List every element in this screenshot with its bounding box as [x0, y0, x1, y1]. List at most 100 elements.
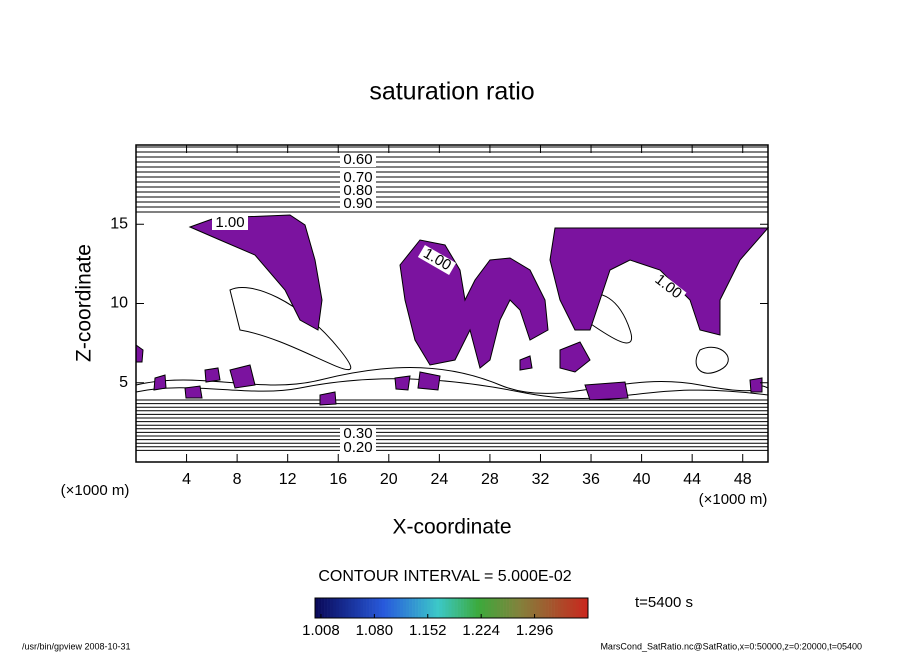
colorbar-cell	[387, 598, 392, 618]
colorbar-cell	[490, 598, 495, 618]
colorbar-cell	[545, 598, 549, 618]
colorbar-cell	[572, 598, 577, 618]
colorbar-cell	[539, 598, 543, 618]
saturated-region	[417, 371, 441, 391]
colorbar-cell	[457, 598, 461, 618]
contour-line	[695, 346, 729, 374]
x-tick-label: 36	[582, 471, 600, 488]
saturated-region	[153, 374, 167, 391]
y-tick-label: 5	[119, 374, 128, 391]
colorbar-tick-label: 1.152	[409, 622, 447, 639]
colorbar-cell	[521, 598, 525, 618]
contour-line	[135, 367, 769, 394]
colorbar-cell	[578, 598, 583, 618]
contour-label-bg	[340, 171, 376, 185]
colorbar-cell	[351, 598, 355, 618]
colorbar: 1.008 1.080 1.152 1.224 1.296	[302, 597, 589, 639]
colorbar-cell	[396, 598, 401, 618]
colorbar-cell	[512, 598, 516, 618]
colorbar-cell	[575, 598, 580, 618]
contour-label: 0.70	[343, 169, 372, 186]
colorbar-cell	[360, 598, 364, 618]
colorbar-tick-label: 1.296	[516, 622, 554, 639]
x-tick-label: 28	[481, 471, 499, 488]
saturated-region	[399, 239, 549, 369]
colorbar-cell	[487, 598, 492, 618]
colorbar-cell	[530, 598, 534, 618]
colorbar-tick-label: 1.080	[356, 622, 394, 639]
colorbar-cell	[478, 598, 483, 618]
saturated-region	[519, 355, 533, 371]
colorbar-cell	[451, 598, 455, 618]
colorbar-cell	[345, 598, 349, 618]
colorbar-cell	[460, 598, 464, 618]
saturated-region	[204, 367, 221, 383]
contour-label-bg	[340, 427, 376, 441]
plot-area: 0.600.700.800.901.001.001.000.300.204 8 12…	[110, 144, 770, 488]
colorbar-cell	[421, 598, 425, 618]
contour-label-bg	[340, 153, 376, 167]
colorbar-cell	[518, 598, 522, 618]
contour-label: 0.20	[343, 439, 372, 456]
colorbar-cell	[366, 598, 370, 618]
colorbar-cell	[493, 598, 498, 618]
saturated-region	[584, 381, 629, 401]
saturated-region	[319, 391, 337, 406]
colorbar-tick-label: 1.224	[462, 622, 500, 639]
colorbar-cell	[393, 598, 398, 618]
x-tick-label: 4	[182, 471, 191, 488]
contour-lines	[135, 146, 769, 451]
contour-label-bg	[417, 244, 457, 276]
colorbar-cell	[327, 598, 331, 618]
colorbar-cell	[339, 598, 343, 618]
colorbar-cell	[448, 598, 452, 618]
saturated-region	[229, 364, 256, 389]
colorbar-tick-label: 1.008	[302, 622, 340, 639]
colorbar-cell	[357, 598, 361, 618]
chart-title: saturation ratio	[369, 78, 534, 106]
x-tick-label: 32	[532, 471, 550, 488]
colorbar-cell	[384, 598, 389, 618]
contour-line	[229, 287, 352, 371]
colorbar-cell	[375, 598, 379, 618]
colorbar-cell	[569, 598, 574, 618]
colorbar-cell	[390, 598, 395, 618]
colorbar-cell	[378, 598, 383, 618]
colorbar-cell	[399, 598, 404, 618]
contour-label-bg	[340, 197, 376, 211]
colorbar-cell	[454, 598, 458, 618]
colorbar-cell	[433, 598, 437, 618]
contour-label-bg	[340, 184, 376, 198]
colorbar-cell	[424, 598, 428, 618]
colorbar-cell	[469, 598, 474, 618]
contour-label-bg	[340, 441, 376, 455]
footer-left: /usr/bin/gpview 2008-10-31	[22, 641, 131, 651]
colorbar-cell	[551, 598, 555, 618]
colorbar-cell	[406, 598, 410, 618]
colorbar-cell	[503, 598, 507, 618]
colorbar-cell	[318, 598, 322, 618]
colorbar-cell	[369, 598, 373, 618]
colorbar-cell	[354, 598, 358, 618]
colorbar-cell	[463, 598, 467, 618]
colorbar-cell	[509, 598, 513, 618]
colorbar-cell	[484, 598, 489, 618]
x-tick-label: 20	[380, 471, 398, 488]
contour-label: 0.60	[343, 151, 372, 168]
colorbar-cell	[527, 598, 531, 618]
saturated-region	[184, 385, 203, 399]
colorbar-cell	[560, 598, 565, 618]
colorbar-cell	[563, 598, 568, 618]
contour-label-bg	[649, 270, 687, 304]
colorbar-cell	[442, 598, 446, 618]
colorbar-cell	[409, 598, 413, 618]
colorbar-cell	[497, 598, 501, 618]
colorbar-cell	[402, 598, 407, 618]
colorbar-cell	[581, 598, 586, 618]
y-tick-label: 10	[110, 295, 128, 312]
colorbar-cell	[381, 598, 386, 618]
contour-interval: CONTOUR INTERVAL = 5.000E-02	[318, 568, 571, 585]
x-tick-label: 12	[279, 471, 297, 488]
y-axis-label: Z-coordinate	[73, 244, 96, 362]
